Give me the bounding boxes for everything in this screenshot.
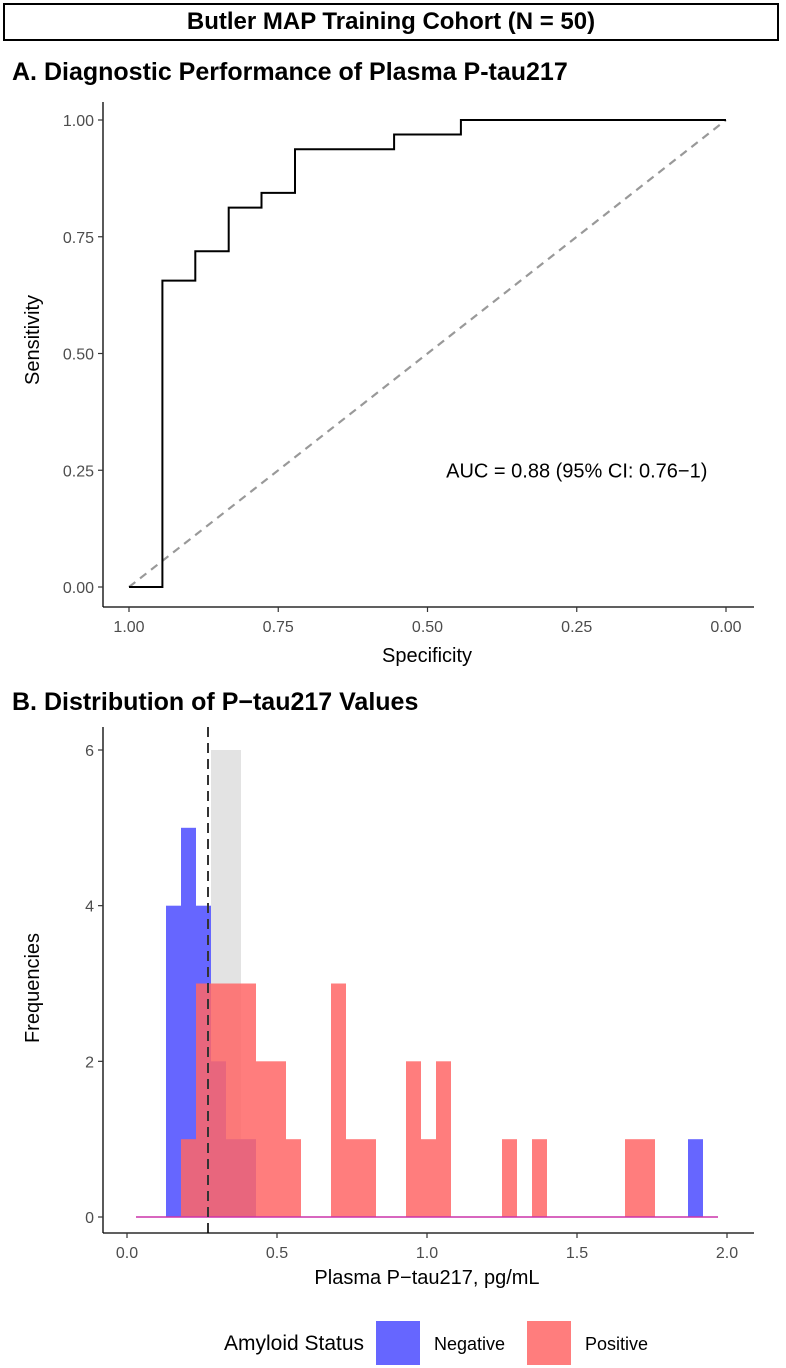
figure-title: Butler MAP Training Cohort (N = 50): [3, 3, 779, 41]
histogram-x-tick-label: 0.0: [116, 1245, 138, 1262]
histogram-y-tick-label: 2: [85, 1054, 94, 1071]
histogram-x-tick-label: 2.0: [716, 1245, 738, 1262]
positive-bar: [226, 983, 241, 1217]
chance-diagonal-line: [128, 119, 727, 588]
histogram-panel-title: B. Distribution of P−tau217 Values: [12, 688, 418, 716]
histogram-y-tick-label: 4: [85, 899, 94, 916]
positive-bar: [436, 1061, 451, 1217]
legend-key-positive: [527, 1321, 571, 1365]
positive-bar: [256, 1061, 271, 1217]
histogram-x-tick-label: 1.5: [566, 1245, 588, 1262]
positive-bar: [346, 1139, 361, 1217]
histogram-y-tick-label: 0: [85, 1210, 94, 1227]
histogram-x-tick-label: 0.5: [266, 1245, 288, 1262]
roc-y-tick-label: 0.00: [63, 580, 94, 597]
roc-y-tick-label: 0.50: [63, 347, 94, 364]
roc-x-tick-label: 1.00: [113, 619, 144, 636]
histogram-panel: B. Distribution of P−tau217 Values Frequ…: [12, 688, 754, 1289]
histogram-x-tick-label: 1.0: [416, 1245, 438, 1262]
positive-bar: [502, 1139, 517, 1217]
histogram-y-tick-label: 6: [85, 743, 94, 760]
legend: Amyloid Status Negative Positive: [224, 1321, 648, 1365]
legend-key-negative: [376, 1321, 420, 1365]
positive-bar: [331, 983, 346, 1217]
positive-bar: [196, 983, 211, 1217]
positive-bar: [421, 1139, 436, 1217]
roc-x-tick-label: 0.25: [561, 619, 592, 636]
positive-bar: [625, 1139, 640, 1217]
roc-y-tick-label: 0.75: [63, 230, 94, 247]
positive-bar: [211, 983, 226, 1217]
roc-panel-title: A. Diagnostic Performance of Plasma P-ta…: [12, 58, 568, 86]
positive-bar: [271, 1061, 286, 1217]
positive-bar: [640, 1139, 655, 1217]
legend-title: Amyloid Status: [224, 1332, 364, 1355]
auc-annotation: AUC = 0.88 (95% CI: 0.76−1): [446, 460, 707, 482]
legend-label-positive: Positive: [585, 1334, 648, 1354]
roc-y-axis-label: Sensitivity: [22, 295, 44, 385]
roc-y-tick-label: 0.25: [63, 463, 94, 480]
histogram-y-axis-label: Frequencies: [22, 933, 44, 1043]
positive-bar: [361, 1139, 376, 1217]
legend-label-negative: Negative: [434, 1334, 505, 1354]
roc-x-axis-label: Specificity: [382, 645, 472, 667]
negative-bar: [166, 905, 181, 1217]
roc-x-tick-label: 0.00: [710, 619, 741, 636]
roc-curve: [129, 119, 726, 588]
roc-y-tick-label: 1.00: [63, 113, 94, 130]
roc-x-tick-label: 0.75: [263, 619, 294, 636]
positive-bar: [241, 983, 256, 1217]
negative-bar: [181, 827, 196, 1217]
positive-bar: [406, 1061, 421, 1217]
histogram-x-axis-label: Plasma P−tau217, pg/mL: [314, 1267, 539, 1289]
positive-bar: [286, 1139, 301, 1217]
positive-bar: [532, 1139, 547, 1217]
roc-panel: A. Diagnostic Performance of Plasma P-ta…: [12, 58, 754, 667]
negative-bar: [688, 1139, 703, 1217]
positive-bar: [181, 1139, 196, 1217]
roc-x-tick-label: 0.50: [412, 619, 443, 636]
